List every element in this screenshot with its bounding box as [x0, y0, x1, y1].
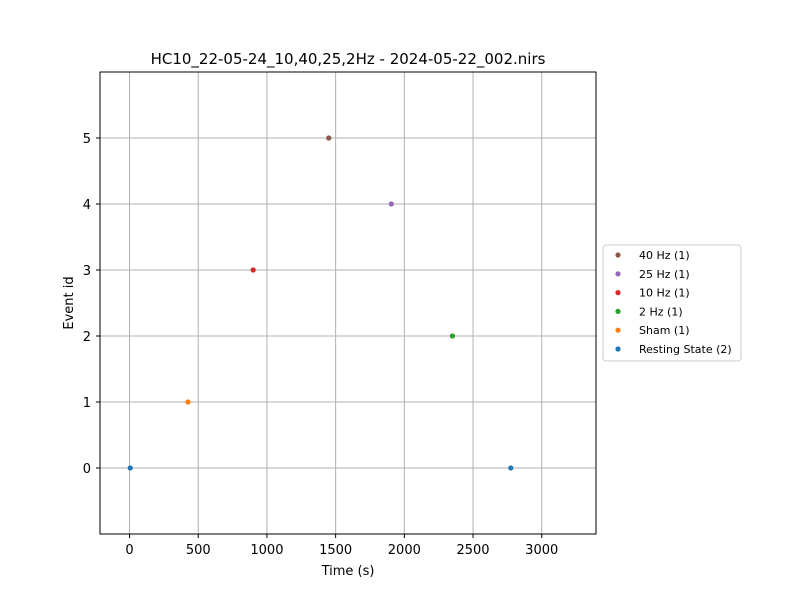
legend-label: 40 Hz (1): [639, 249, 690, 262]
x-tick-label: 3000: [525, 543, 558, 558]
legend-marker: [615, 271, 621, 277]
legend-label: Sham (1): [639, 324, 690, 337]
data-point: [508, 465, 514, 471]
legend-label: 2 Hz (1): [639, 305, 683, 318]
legend-items: 40 Hz (1) 25 Hz (1) 10 Hz (1) 2 Hz (1) Sham …: [615, 249, 732, 356]
y-tick-label: 1: [83, 396, 91, 411]
legend-marker: [615, 346, 621, 352]
y-tick-label: 4: [83, 198, 91, 213]
data-points: [127, 135, 514, 471]
x-axis-label: Time (s): [321, 564, 375, 579]
chart-title: HC10_22-05-24_10,40,25,2Hz - 2024-05-22_…: [151, 50, 546, 69]
y-tick-label: 5: [83, 132, 91, 147]
legend-label: 25 Hz (1): [639, 268, 690, 281]
x-tick-label: 1500: [319, 543, 352, 558]
data-point: [127, 465, 133, 471]
y-tick-label: 2: [83, 330, 91, 345]
legend: 40 Hz (1) 25 Hz (1) 10 Hz (1) 2 Hz (1) Sham …: [602, 244, 742, 362]
legend-frame: [602, 244, 742, 362]
data-point: [449, 333, 456, 339]
grid-lines: [100, 72, 596, 534]
data-point: [185, 399, 191, 405]
legend-label: Resting State (2): [639, 343, 732, 356]
x-tick-label: 0: [125, 543, 133, 558]
x-tick-label: 1000: [250, 543, 283, 558]
data-point: [326, 135, 332, 141]
y-tick-label: 0: [83, 462, 91, 477]
y-axis-ticks: 0 1 2 3 4 5: [83, 132, 100, 477]
legend-label: 10 Hz (1): [639, 287, 690, 300]
data-point: [388, 201, 394, 207]
legend-marker: [615, 290, 621, 296]
data-point: [250, 267, 256, 273]
plot-area: [99, 71, 597, 535]
y-tick-label: 3: [83, 264, 91, 279]
x-tick-label: 2000: [388, 543, 421, 558]
plot-frame: [99, 71, 597, 535]
legend-marker: [615, 308, 621, 314]
x-tick-label: 500: [186, 543, 211, 558]
legend-marker: [615, 252, 621, 258]
y-axis-label: Event id: [62, 276, 77, 329]
x-tick-label: 2500: [456, 543, 489, 558]
legend-marker: [615, 327, 621, 333]
x-axis-ticks: 0 500 1000 1500 2000 2500 3000: [125, 534, 558, 558]
